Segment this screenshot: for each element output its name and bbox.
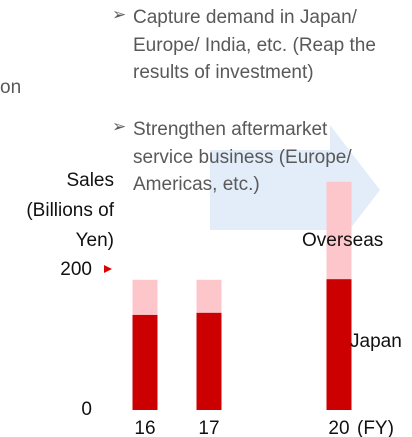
- x-tick-label: 17: [198, 418, 219, 437]
- y-tick-label: 0: [81, 399, 92, 420]
- x-tick-label: 16: [134, 418, 155, 437]
- y-axis-label: Sales (Billions of Yen): [26, 170, 114, 251]
- annotation: on: [0, 77, 22, 98]
- annotation: Capture demand in Japan/ Europe/ India, …: [133, 7, 376, 83]
- legend-label: Overseas: [302, 230, 383, 251]
- bar-segment: [132, 279, 158, 315]
- y-tick-label: 200: [60, 259, 92, 280]
- bar-segment: [132, 314, 158, 410]
- x-axis-label: (FY): [357, 418, 394, 437]
- bar-segment: [326, 181, 352, 280]
- bar-segment: [196, 312, 222, 410]
- bullet: ➢: [112, 117, 127, 136]
- legend-label: Japan: [350, 331, 402, 352]
- bullet: ➢: [112, 5, 127, 24]
- tick-pointer: [104, 265, 112, 273]
- bar-segment: [326, 279, 352, 410]
- x-tick-label: 20: [328, 418, 349, 437]
- bar-segment: [196, 279, 222, 313]
- annotation: Strengthen aftermarket service business …: [133, 119, 352, 195]
